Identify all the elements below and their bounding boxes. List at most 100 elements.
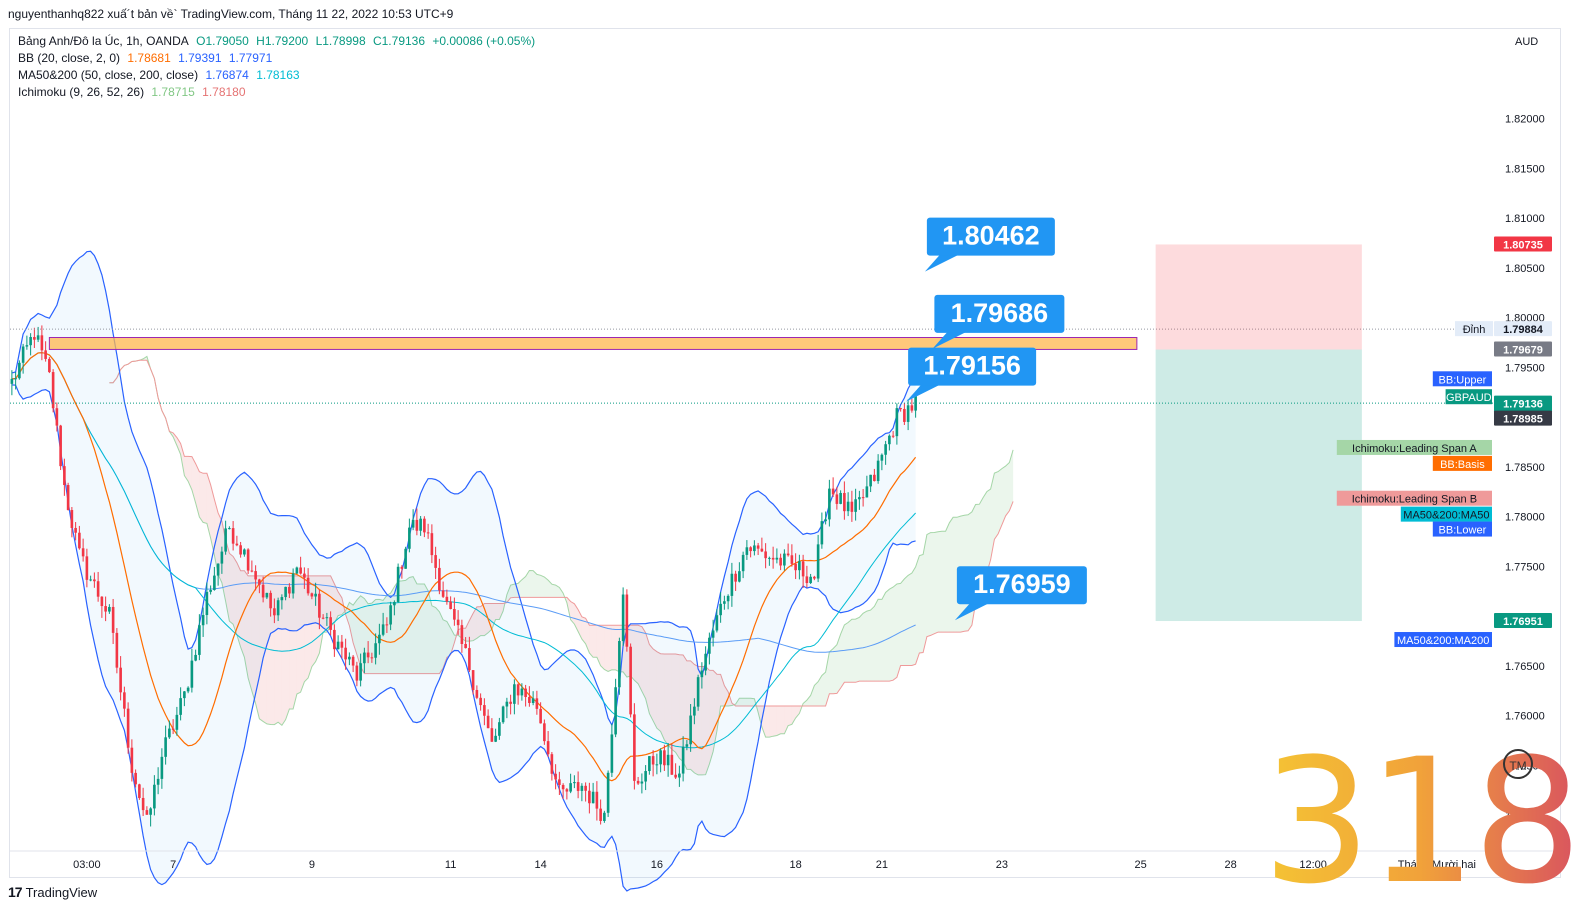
candle-body	[476, 690, 479, 698]
candle-body	[532, 698, 535, 703]
candle-body	[142, 798, 145, 810]
indicator-tag: Ichimoku:Leading Span A	[1352, 443, 1477, 455]
candle-body	[29, 337, 32, 345]
cloud-segment	[608, 625, 612, 671]
price-label: 1.79679	[1503, 345, 1543, 357]
legend-ichimoku[interactable]: Ichimoku (9, 26, 52, 26) 1.78715 1.78180	[18, 84, 539, 101]
candle-body	[472, 670, 475, 690]
candle-body	[536, 698, 539, 709]
cloud-segment	[199, 472, 203, 523]
candle-body	[723, 601, 726, 604]
candle-body	[806, 576, 809, 583]
candle-body	[247, 549, 250, 570]
candle-body	[528, 697, 531, 703]
candle-body	[712, 631, 715, 638]
candle-body	[359, 663, 362, 680]
candle-body	[82, 548, 85, 556]
x-tick-label: 7	[170, 859, 176, 871]
candle-body	[164, 737, 167, 757]
candle-body	[303, 574, 306, 578]
callout-179156: 1.79156	[906, 348, 1036, 402]
candle-body	[633, 714, 636, 781]
price-label: 1.76951	[1503, 616, 1543, 628]
candle-body	[221, 552, 224, 564]
legend-ma[interactable]: MA50&200 (50, close, 200, close) 1.76874…	[18, 67, 539, 84]
candle-body	[254, 571, 257, 579]
candle-body	[108, 607, 111, 612]
candle-body	[836, 494, 839, 503]
candle-body	[378, 635, 381, 643]
legend-ma-50: 1.78163	[256, 68, 299, 82]
candle-body	[191, 661, 194, 688]
cloud-segment	[901, 579, 905, 666]
candle-body	[341, 642, 344, 648]
cloud-segment	[811, 685, 815, 706]
candle-body	[858, 497, 861, 499]
legend-open: O1.79050	[196, 34, 249, 48]
candle-body	[262, 585, 265, 598]
candle-body	[903, 409, 906, 422]
legend-high: H1.79200	[256, 34, 308, 48]
candle-body	[344, 648, 347, 660]
candle-body	[389, 605, 392, 624]
candle-body	[847, 502, 850, 511]
candle-body	[483, 705, 486, 716]
candle-body	[292, 573, 295, 593]
candle-body	[727, 596, 730, 601]
candle-body	[607, 773, 610, 813]
candle-body	[37, 335, 40, 339]
candle-body	[734, 574, 737, 582]
candle-body	[596, 792, 599, 809]
candle-body	[44, 350, 47, 359]
candle-body	[251, 571, 254, 572]
candle-body	[554, 774, 557, 780]
candle-body	[149, 808, 152, 814]
indicator-tag: BB:Lower	[1439, 525, 1487, 537]
candle-body	[839, 493, 842, 504]
y-tick-label: 1.82000	[1505, 114, 1545, 126]
candle-body	[817, 544, 820, 578]
candle-body	[551, 754, 554, 774]
candle-body	[731, 574, 734, 596]
candle-body	[284, 587, 287, 597]
footer-brand: TradingView	[26, 885, 98, 900]
candle-body	[753, 545, 756, 551]
cloud-segment	[773, 706, 777, 736]
cloud-segment	[537, 574, 541, 597]
cloud-segment	[526, 570, 530, 597]
candle-body	[386, 624, 389, 625]
candle-body	[412, 520, 415, 528]
candle-body	[716, 615, 719, 630]
candle-body	[592, 792, 595, 803]
cloud-segment	[878, 599, 882, 681]
footer[interactable]: 17 TradingView	[8, 884, 97, 900]
callout-180462: 1.80462	[925, 218, 1055, 272]
candle-body	[157, 779, 160, 785]
candle-body	[697, 677, 700, 706]
candle-body	[682, 747, 685, 774]
legend-close: C1.79136	[373, 34, 425, 48]
tradingview-logo-icon: 17	[8, 884, 22, 900]
cloud-segment	[897, 583, 901, 677]
candle-body	[206, 592, 209, 615]
cloud-segment	[1006, 462, 1010, 515]
cloud-segment	[882, 593, 886, 682]
candle-body	[273, 608, 276, 615]
candle-body	[123, 692, 126, 708]
candle-body	[746, 547, 749, 555]
candle-body	[802, 561, 805, 576]
legend-symbol[interactable]: Bảng Anh/Đô la Úc, 1h, OANDA O1.79050 H1…	[18, 33, 539, 50]
cloud-segment	[859, 613, 863, 681]
candle-body	[434, 555, 437, 568]
legend-bb[interactable]: BB (20, close, 2, 0) 1.78681 1.79391 1.7…	[18, 50, 539, 67]
candle-body	[408, 528, 411, 549]
candle-body	[764, 551, 767, 558]
candle-body	[153, 785, 156, 809]
candle-body	[442, 590, 445, 596]
candle-body	[419, 519, 422, 531]
candle-body	[97, 581, 100, 596]
candle-body	[854, 499, 857, 512]
candle-body	[457, 620, 460, 626]
candle-body	[363, 653, 366, 664]
candle-body	[667, 755, 670, 765]
